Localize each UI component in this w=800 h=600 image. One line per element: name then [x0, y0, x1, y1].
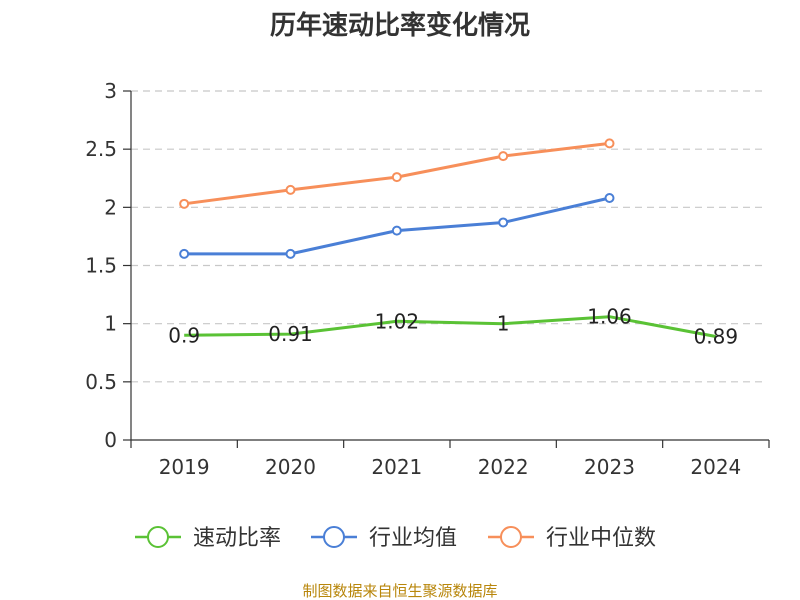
legend-item-0[interactable]: 速动比率 — [135, 526, 281, 551]
legend-item-1[interactable]: 行业均值 — [311, 526, 457, 551]
x-tick-label-2021: 2021 — [371, 455, 422, 479]
legend-label-0: 速动比率 — [193, 526, 281, 551]
legend-marker-icon-2 — [500, 526, 522, 548]
series-line-0 — [184, 315, 717, 338]
y-tick-label-0: 0 — [104, 428, 117, 452]
y-tick-label-3: 1.5 — [85, 254, 117, 278]
x-tick-label-2022: 2022 — [478, 455, 529, 479]
legend-marker-icon-1 — [323, 526, 345, 548]
data-label-2024: 0.89 — [694, 324, 739, 348]
series-2-point-2021 — [391, 172, 402, 183]
y-tick-label-1: 0.5 — [85, 370, 117, 394]
x-tick-label-2024: 2024 — [690, 455, 741, 479]
series-2-point-2019 — [179, 198, 190, 209]
grid-lines — [131, 90, 764, 383]
series-2-point-2022 — [498, 151, 509, 162]
series-1-point-2020 — [285, 248, 296, 259]
series-1-point-2023 — [604, 193, 615, 204]
series-1-point-2019 — [179, 248, 190, 259]
y-tick-label-2: 1 — [104, 312, 117, 336]
series-2-point-2023 — [604, 138, 615, 149]
y-tick-label-6: 3 — [104, 79, 117, 103]
legend-item-2[interactable]: 行业中位数 — [488, 526, 656, 551]
legend[interactable]: 速动比率 行业均值 行业中位数 — [135, 526, 656, 551]
legend-label-2: 行业中位数 — [546, 526, 656, 551]
data-label-2021: 1.02 — [375, 309, 420, 333]
series-lines — [179, 138, 717, 338]
data-source-note: 制图数据来自恒生聚源数据库 — [302, 582, 497, 600]
legend-label-1: 行业均值 — [369, 526, 457, 551]
data-label-2023: 1.06 — [587, 305, 632, 329]
x-tick-label-2019: 2019 — [159, 455, 210, 479]
y-tick-label-4: 2 — [104, 195, 117, 219]
data-label-2022: 1 — [497, 312, 510, 336]
x-tick-label-2023: 2023 — [584, 455, 635, 479]
data-label-2020: 0.91 — [268, 322, 313, 346]
axes: 0 0.5 1 1.5 2 2.5 3 2019 2020 2021 2022 2023 2024 — [85, 79, 770, 479]
series-2-point-2020 — [285, 184, 296, 195]
legend-marker-icon-0 — [147, 526, 169, 548]
series-1-point-2021 — [391, 225, 402, 236]
chart-title: 历年速动比率变化情况 — [270, 10, 530, 41]
data-labels: 0.9 0.91 1.02 1 1.06 0.89 — [168, 305, 738, 349]
series-1-point-2022 — [498, 217, 509, 228]
y-tick-label-5: 2.5 — [85, 137, 117, 161]
data-label-2019: 0.9 — [168, 323, 200, 347]
x-tick-label-2020: 2020 — [265, 455, 316, 479]
